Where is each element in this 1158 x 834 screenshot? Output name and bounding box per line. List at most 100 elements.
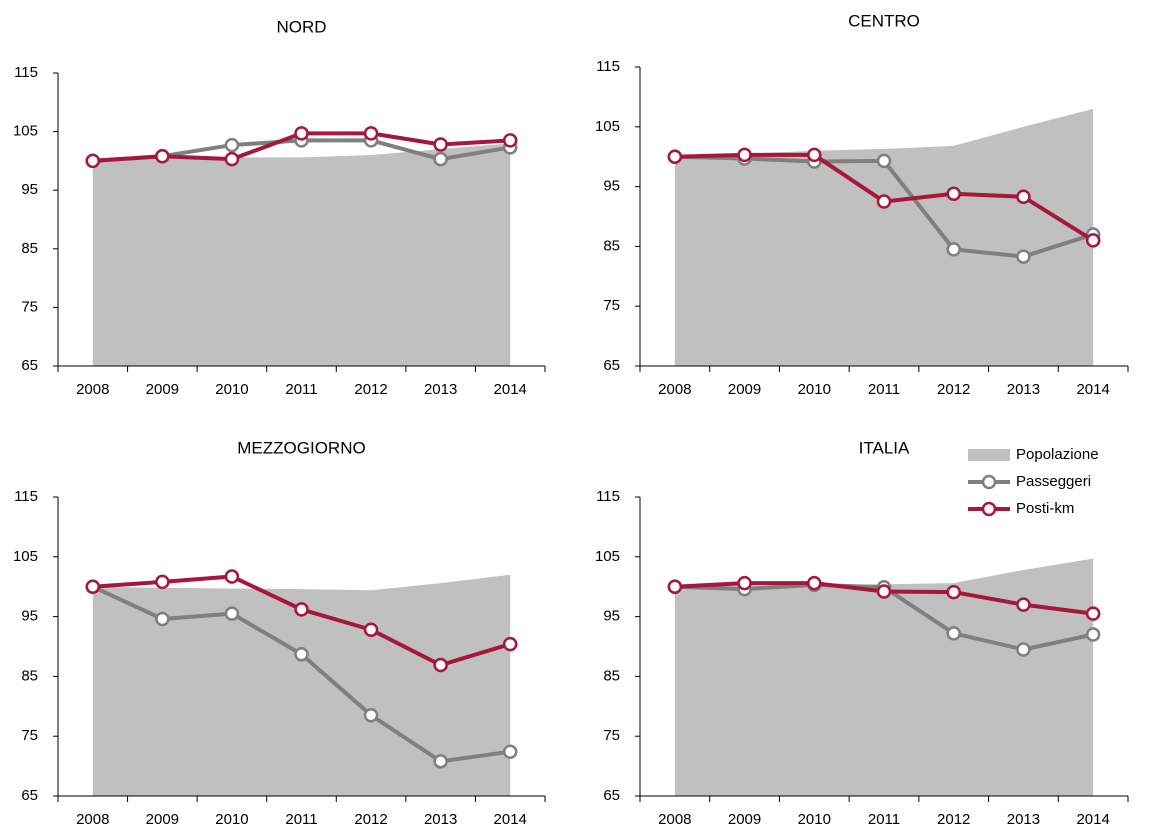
marker [1016,597,1031,612]
marker [946,242,961,257]
y-tick-label: 65 [603,787,620,804]
marker [502,636,518,652]
x-tick-label: 2011 [285,381,317,398]
x-tick-label: 2012 [354,811,387,828]
y-tick-label: 85 [21,240,38,257]
y-tick-label: 105 [595,118,620,135]
marker [737,575,752,591]
x-tick-label: 2012 [354,381,387,398]
marker [224,606,240,621]
x-tick-label: 2011 [868,381,900,398]
x-tick-label: 2008 [76,811,109,828]
marker [876,153,892,169]
area [674,558,1094,796]
y-tick-label: 75 [21,298,38,315]
marker [294,602,309,617]
marker [363,126,379,141]
x-tick-label: 2011 [285,811,317,828]
marker [433,657,448,673]
marker [502,744,518,759]
legend-label: Posti-km [1016,500,1074,517]
marker [155,148,170,164]
marker [433,151,448,167]
marker [1016,189,1031,205]
y-tick-label: 105 [13,548,38,565]
chart-title: NORD [276,17,326,36]
marker [224,151,240,167]
x-tick-label: 2008 [658,381,691,398]
marker [876,584,892,599]
area [674,108,1094,367]
x-tick-label: 2010 [215,381,248,398]
marker [294,126,309,141]
marker [1016,642,1031,657]
marker [85,579,101,594]
x-tick-label: 2013 [1007,811,1040,828]
y-tick-label: 75 [21,727,38,744]
marker [1085,606,1101,621]
marker [876,194,892,209]
marker [155,574,170,590]
y-tick-label: 75 [603,727,620,744]
x-tick-label: 2010 [798,811,831,828]
marker [667,149,683,164]
y-tick-label: 85 [603,667,620,684]
x-tick-label: 2014 [494,811,527,828]
x-tick-label: 2010 [798,381,831,398]
marker [946,584,961,600]
y-tick-label: 115 [14,64,38,81]
marker [502,133,518,148]
y-tick-label: 115 [596,58,620,75]
y-tick-label: 65 [21,357,38,374]
chart-title: ITALIA [859,438,910,457]
x-tick-label: 2014 [1076,381,1109,398]
legend-marker [981,474,997,490]
marker [807,575,822,591]
y-tick-label: 95 [603,608,620,625]
y-tick-label: 115 [596,488,620,505]
marker [363,708,379,723]
chart-title: CENTRO [848,11,920,30]
marker [224,569,240,584]
y-tick-label: 105 [13,123,38,140]
x-tick-label: 2011 [868,811,900,828]
x-tick-label: 2009 [146,811,179,828]
marker [85,153,101,169]
x-tick-label: 2008 [658,811,691,828]
marker [433,754,448,769]
x-tick-label: 2014 [494,381,527,398]
y-tick-label: 95 [603,178,620,195]
marker [155,611,170,627]
marker [1085,627,1101,642]
marker [946,186,961,202]
marker [737,147,752,163]
marker [946,626,961,641]
area [92,143,511,366]
marker [667,579,683,594]
x-tick-label: 2009 [146,381,179,398]
x-tick-label: 2013 [424,811,457,828]
x-tick-label: 2014 [1076,811,1109,828]
x-tick-label: 2009 [728,381,761,398]
x-tick-label: 2013 [424,381,457,398]
legend-label: Passeggeri [1016,473,1091,490]
y-tick-label: 75 [603,297,620,314]
marker [294,647,309,662]
marker [433,137,448,152]
marker [1085,233,1101,248]
y-tick-label: 115 [14,488,38,505]
x-tick-label: 2013 [1007,381,1040,398]
marker [1016,249,1031,264]
legend-swatch [968,449,1010,461]
y-tick-label: 65 [603,357,620,374]
y-tick-label: 85 [603,237,620,254]
y-tick-label: 95 [21,608,38,625]
chart-title: MEZZOGIORNO [237,438,365,457]
legend-label: Popolazione [1016,446,1099,463]
marker [363,622,379,638]
x-tick-label: 2012 [937,811,970,828]
marker [224,137,240,153]
x-tick-label: 2008 [76,381,109,398]
